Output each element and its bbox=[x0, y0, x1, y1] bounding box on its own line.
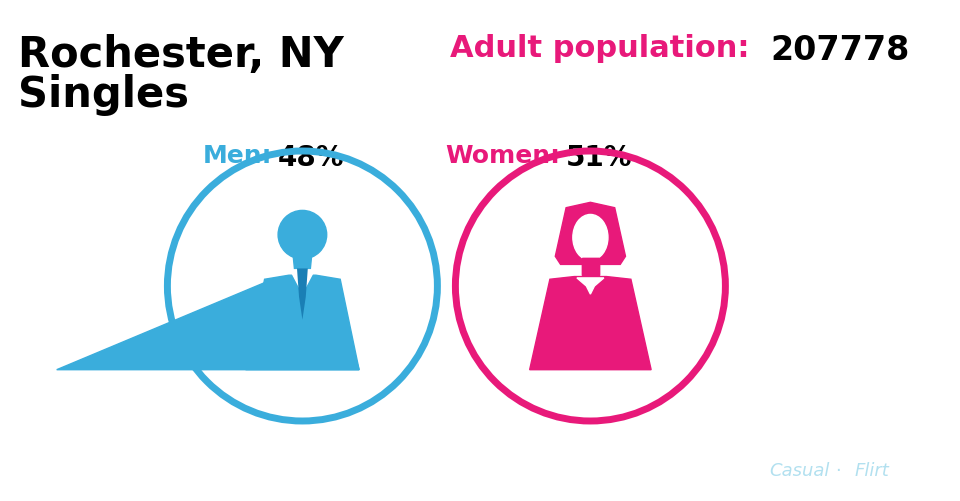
Polygon shape bbox=[577, 279, 604, 295]
Polygon shape bbox=[57, 280, 359, 370]
Polygon shape bbox=[290, 270, 315, 293]
Polygon shape bbox=[582, 258, 599, 276]
Polygon shape bbox=[530, 277, 651, 370]
Text: Adult population:: Adult population: bbox=[450, 34, 750, 63]
Text: Flirt: Flirt bbox=[855, 461, 890, 479]
Text: Women:: Women: bbox=[445, 144, 561, 168]
Text: ·: · bbox=[835, 461, 841, 479]
Polygon shape bbox=[246, 276, 359, 370]
Text: 207778: 207778 bbox=[770, 34, 909, 67]
Text: Casual: Casual bbox=[770, 461, 830, 479]
Text: 48%: 48% bbox=[277, 144, 344, 172]
Circle shape bbox=[278, 211, 326, 260]
Ellipse shape bbox=[573, 215, 608, 261]
Text: Men:: Men: bbox=[203, 144, 273, 168]
Polygon shape bbox=[582, 258, 599, 276]
Text: Singles: Singles bbox=[18, 74, 189, 116]
Text: Rochester, NY: Rochester, NY bbox=[18, 34, 344, 76]
Text: 51%: 51% bbox=[565, 144, 632, 172]
Polygon shape bbox=[293, 254, 312, 273]
Polygon shape bbox=[555, 203, 626, 265]
Polygon shape bbox=[297, 269, 308, 320]
